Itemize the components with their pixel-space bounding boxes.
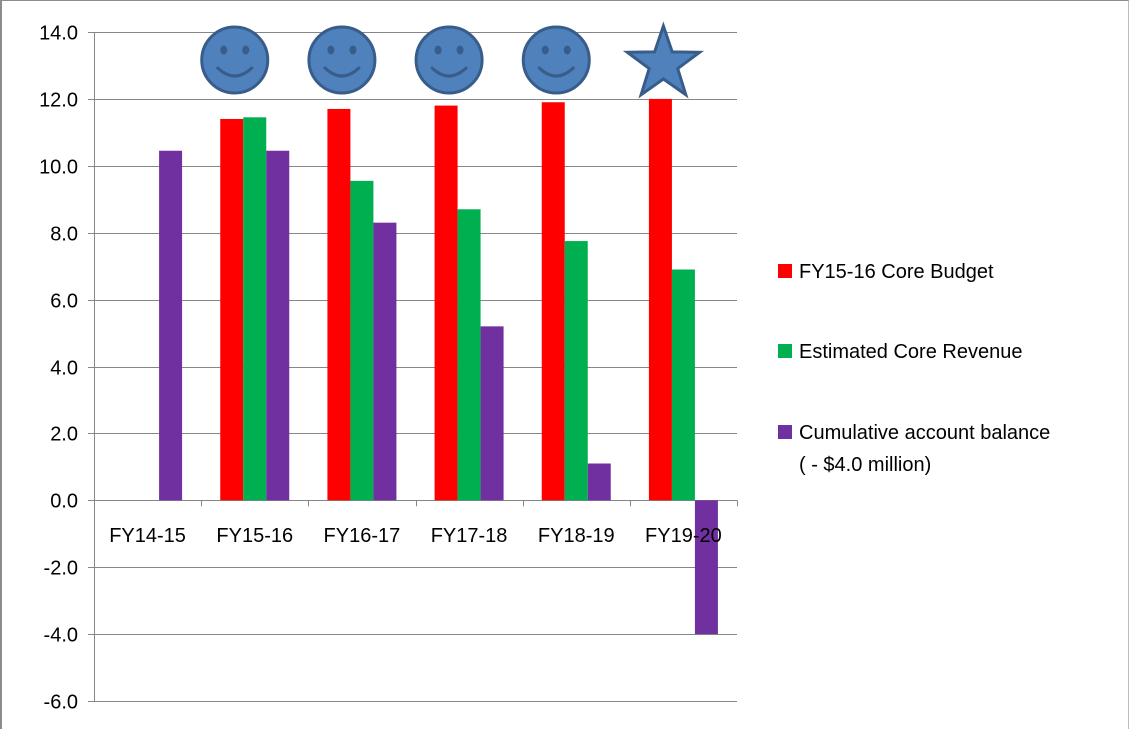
bar [266,150,290,501]
bar [327,108,351,501]
y-tick-label: -4.0 [44,625,78,647]
bar [648,98,672,501]
x-tick-label: FY15-16 [216,525,293,547]
bar [373,222,397,501]
y-tick-label: 10.0 [39,157,78,179]
bar [243,117,267,501]
bar [457,209,481,501]
y-tick-label: 6.0 [50,291,78,313]
bar [350,180,374,501]
x-tick-label: FY17-18 [431,525,508,547]
legend-swatch [778,425,792,439]
bar [671,269,695,501]
gridlines [88,32,737,702]
legend-label: FY15-16 Core Budget [799,261,994,283]
axes: -6.0 -4.0 -2.0 0.0 2.0 4.0 6.0 8.0 10.0 12.0 14.0 F… [39,23,738,714]
x-tick-label: FY14-15 [109,525,186,547]
bar [434,105,458,501]
y-tick-label: -6.0 [44,692,78,714]
smiley-face-icon [200,25,270,95]
annotation-icons [200,21,705,99]
x-tick-label: FY18-19 [538,525,615,547]
y-tick-label: 14.0 [39,23,78,45]
smiley-face-icon [521,25,591,95]
legend-label: Estimated Core Revenue [799,341,1022,363]
x-tick-label: FY19-20 [645,525,722,547]
legend-label-line2: ( - $4.0 million) [799,454,931,476]
y-tick-label: 4.0 [50,358,78,380]
x-tick-label: FY16-17 [324,525,401,547]
star-icon [622,21,705,99]
bar [220,118,244,501]
bar [159,150,183,501]
bar [564,241,588,501]
y-tick-label: 12.0 [39,90,78,112]
bars [159,98,718,635]
bar [480,326,504,501]
legend-swatch [778,264,792,278]
legend: FY15-16 Core Budget Estimated Core Revenu… [778,261,1050,476]
bar [694,500,718,635]
legend-label: Cumulative account balance [799,422,1050,444]
smiley-face-icon [414,25,484,95]
bar [541,102,565,501]
y-tick-label: 8.0 [50,224,78,246]
y-tick-label: 2.0 [50,424,78,446]
bar [587,463,611,501]
y-tick-label: -2.0 [44,558,78,580]
smiley-face-icon [307,25,377,95]
legend-swatch [778,344,792,358]
y-tick-label: 0.0 [50,491,78,513]
